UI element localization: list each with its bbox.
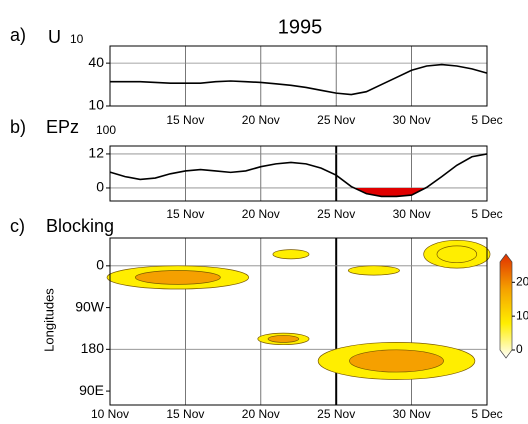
x-tick-label: 15 Nov — [166, 113, 204, 127]
x-tick-label: 25 Nov — [317, 407, 355, 421]
x-tick-label: 30 Nov — [393, 113, 431, 127]
colorbar — [499, 253, 513, 359]
panel-label: a) — [10, 25, 26, 45]
y-label: EPz — [46, 117, 79, 137]
plot-frame — [109, 45, 488, 107]
y-tick-label: 0 — [96, 179, 104, 195]
colorbar-tick-label: 10 — [516, 308, 528, 322]
panel-label: b) — [10, 117, 26, 137]
x-tick-label: 30 Nov — [393, 207, 431, 221]
x-tick-label: 20 Nov — [242, 407, 280, 421]
block-contour — [349, 349, 444, 373]
x-tick-label: 5 Dec — [471, 113, 502, 127]
y-tick-label: 10 — [88, 97, 104, 113]
y-tick-label: 90W — [75, 298, 105, 314]
block-contour — [134, 270, 221, 285]
block-contour — [347, 265, 400, 276]
block-contour — [267, 335, 300, 343]
line — [109, 153, 488, 198]
y-label-sub: 100 — [96, 123, 116, 137]
block-contour — [272, 249, 310, 260]
x-tick-label: 15 Nov — [166, 207, 204, 221]
x-tick-label: 10 Nov — [91, 407, 129, 421]
x-tick-label: 30 Nov — [393, 407, 431, 421]
plot-frame — [109, 237, 488, 406]
y-label-sub: 10 — [70, 32, 84, 46]
line — [110, 63, 488, 96]
x-tick-label: 20 Nov — [242, 113, 280, 127]
x-tick-label: 15 Nov — [166, 407, 204, 421]
x-tick-label: 5 Dec — [471, 407, 502, 421]
y-label: U — [48, 27, 61, 47]
plot-frame — [109, 145, 488, 202]
y-tick-label: 90E — [79, 382, 104, 398]
panel-title: Blocking — [46, 216, 114, 236]
y-label: Longitudes — [41, 288, 56, 352]
y-tick-label: 180 — [81, 340, 105, 356]
y-tick-label: 12 — [88, 145, 104, 161]
x-tick-label: 20 Nov — [242, 207, 280, 221]
x-tick-label: 25 Nov — [317, 113, 355, 127]
y-tick-label: 40 — [88, 54, 104, 70]
block-contour — [436, 245, 478, 263]
y-tick-label: 0 — [96, 257, 104, 273]
figure-title: 1995 — [278, 16, 323, 38]
panel-label: c) — [10, 216, 25, 236]
x-tick-label: 25 Nov — [317, 207, 355, 221]
colorbar-tick-label: 0 — [516, 342, 523, 356]
x-tick-label: 5 Dec — [471, 207, 502, 221]
colorbar-tick-label: 20 — [516, 274, 528, 288]
